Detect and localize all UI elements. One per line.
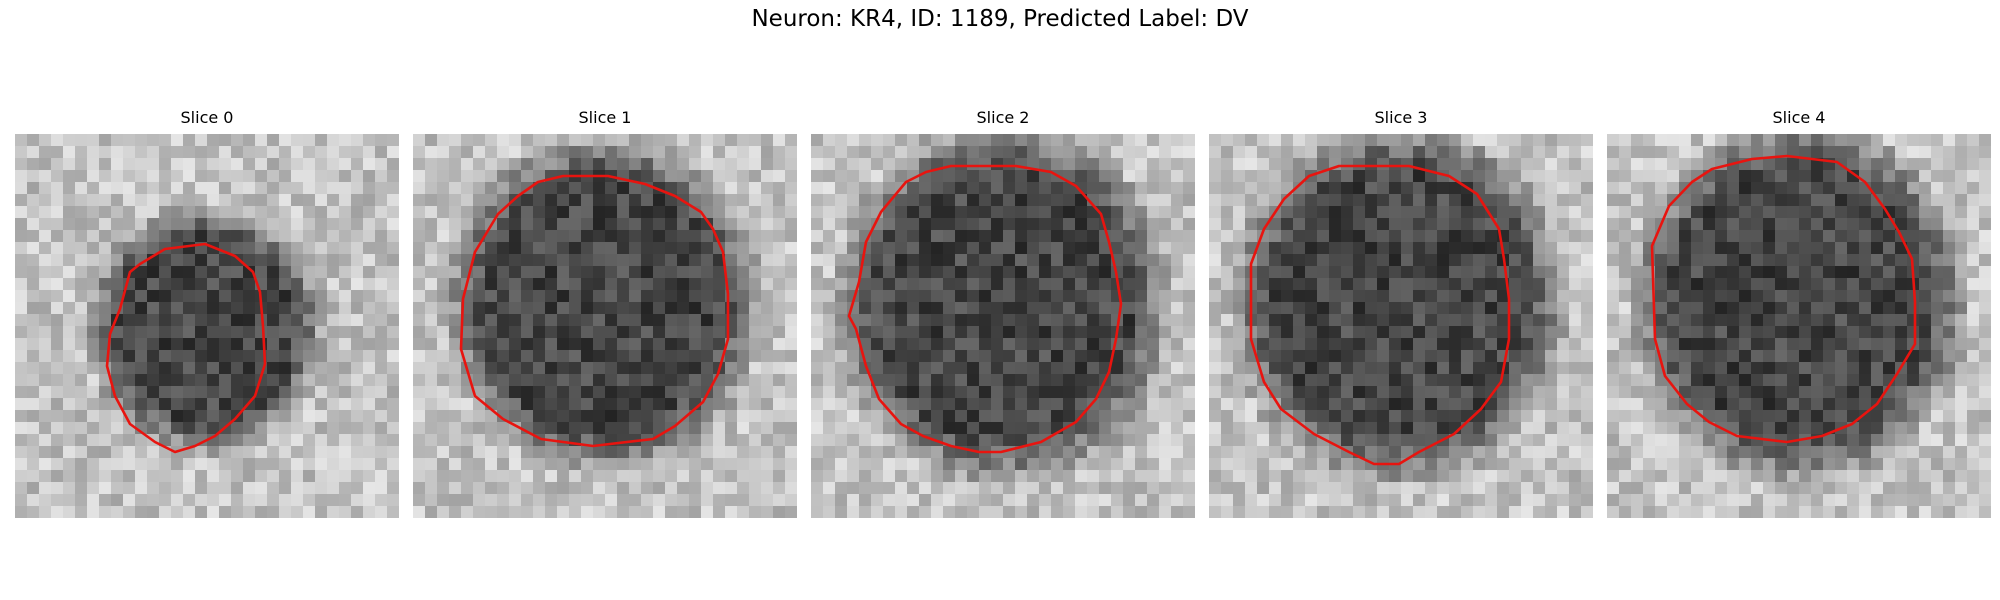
slice-title: Slice 4 — [1772, 108, 1826, 127]
microscopy-slice-image — [1209, 134, 1593, 518]
microscopy-slice-image — [15, 134, 399, 518]
pixel-grid — [413, 134, 797, 518]
neuron-contour — [847, 164, 1123, 454]
figure-title: Neuron: KR4, ID: 1189, Predicted Label: … — [751, 6, 1249, 32]
neuron-contour — [1249, 164, 1511, 466]
neuron-contour — [105, 242, 267, 454]
microscopy-slice-image — [413, 134, 797, 518]
microscopy-slice-image — [1607, 134, 1991, 518]
microscopy-slice-image — [811, 134, 1195, 518]
pixel-grid — [811, 134, 1195, 518]
pixel-grid — [1209, 134, 1593, 518]
pixel-grid — [1607, 134, 1991, 518]
neuron-contour — [459, 174, 730, 448]
slice-title: Slice 0 — [180, 108, 234, 127]
pixel-grid — [15, 134, 399, 518]
neuron-contour — [1650, 154, 1917, 444]
slice-title: Slice 1 — [578, 108, 632, 127]
slice-title: Slice 2 — [976, 108, 1030, 127]
slice-title: Slice 3 — [1374, 108, 1428, 127]
